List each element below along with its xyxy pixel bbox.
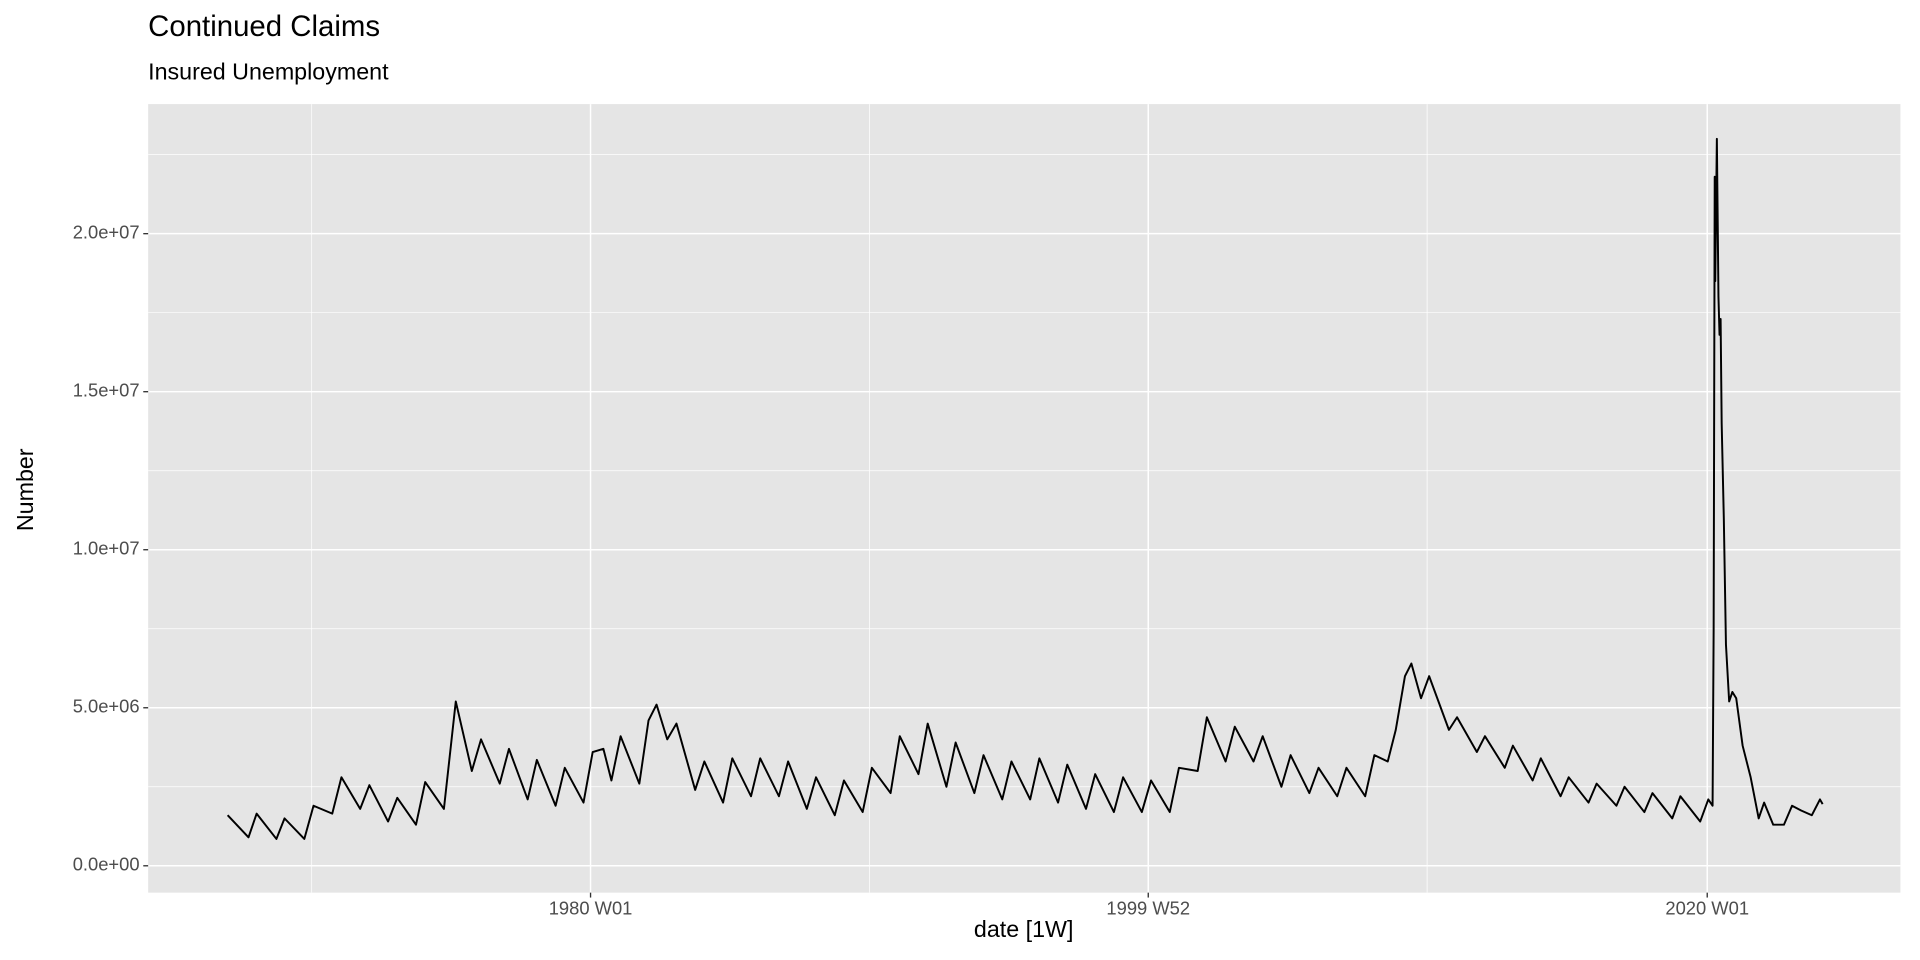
y-tick-label: 1.0e+07 bbox=[73, 538, 140, 559]
x-tick-label: 1980 W01 bbox=[549, 898, 633, 919]
panel bbox=[148, 104, 1900, 893]
y-tick-label: 2.0e+07 bbox=[73, 222, 140, 243]
x-tick-label: 1999 W52 bbox=[1106, 898, 1190, 919]
x-axis-label: date [1W] bbox=[974, 916, 1074, 942]
y-axis-label: Number bbox=[12, 448, 38, 531]
chart-subtitle: Insured Unemployment bbox=[148, 59, 389, 85]
y-tick-label: 0.0e+00 bbox=[73, 854, 140, 875]
chart-title: Continued Claims bbox=[148, 10, 380, 43]
y-tick-label: 1.5e+07 bbox=[73, 380, 140, 401]
x-tick-label: 2020 W01 bbox=[1665, 898, 1749, 919]
y-tick-label: 5.0e+06 bbox=[73, 696, 140, 717]
